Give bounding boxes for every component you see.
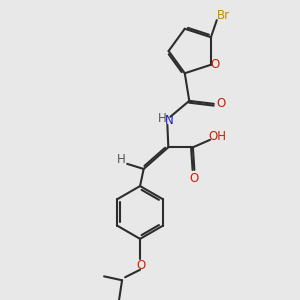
Text: O: O bbox=[136, 260, 145, 272]
Text: O: O bbox=[217, 98, 226, 110]
Text: H: H bbox=[158, 112, 167, 125]
Text: O: O bbox=[211, 58, 220, 71]
Text: Br: Br bbox=[217, 9, 230, 22]
Text: N: N bbox=[165, 114, 174, 127]
Text: OH: OH bbox=[209, 130, 227, 143]
Text: H: H bbox=[117, 153, 125, 166]
Text: O: O bbox=[190, 172, 199, 185]
